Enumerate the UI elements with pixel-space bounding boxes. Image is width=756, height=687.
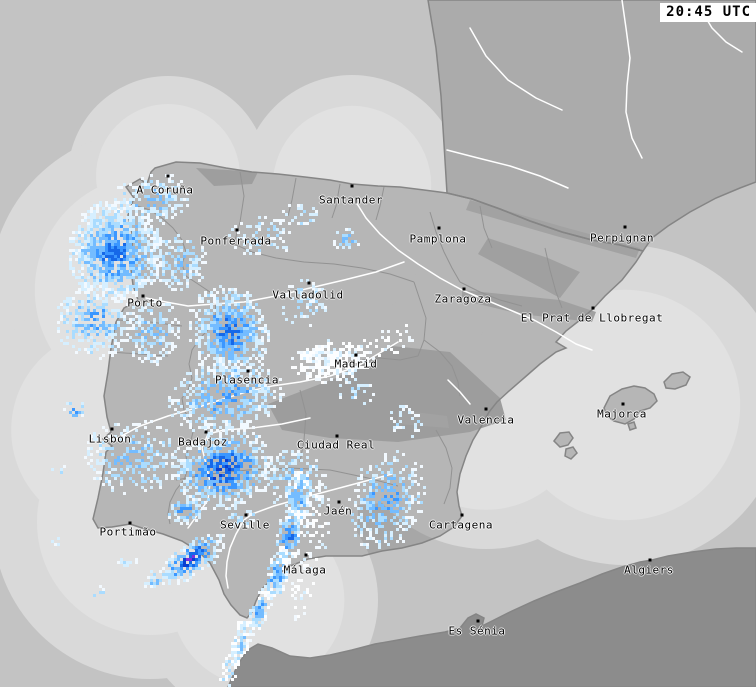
admin-border (544, 247, 563, 309)
city-dot (235, 228, 239, 232)
city-label: Portimão (99, 525, 157, 539)
city-label: A Coruña (136, 183, 194, 197)
city-label: Badajoz (178, 435, 228, 449)
admin-border (287, 177, 297, 217)
city-label: Valladolid (272, 288, 344, 302)
city-dot (621, 402, 625, 406)
city-label: Zaragoza (434, 292, 492, 306)
timestamp-badge: 20:45 UTC (660, 3, 756, 22)
city-label: Madrid (334, 357, 378, 371)
river (355, 201, 593, 351)
admin-border (479, 205, 493, 249)
city-label: Plasencia (214, 373, 280, 387)
admin-border (459, 281, 523, 307)
city-dot (460, 513, 464, 517)
coastline (564, 446, 578, 460)
city-dot (304, 553, 308, 557)
city-label: Málaga (283, 563, 327, 577)
city-label: Cartagena (428, 518, 494, 532)
city-label: Seville (220, 518, 270, 532)
admin-border (413, 281, 427, 357)
city-dot (110, 427, 114, 431)
city-dot (462, 287, 466, 291)
river (447, 379, 471, 405)
city-label: Jaén (323, 504, 353, 518)
city-label: Pamplona (409, 232, 467, 246)
radar-shadow-wedge (398, 410, 449, 428)
city-dot (484, 407, 488, 411)
city-dot (244, 513, 248, 517)
city-label: Valencia (457, 413, 515, 427)
city-dot (337, 500, 341, 504)
admin-border (299, 389, 307, 463)
precipitation-layer (51, 174, 426, 687)
admin-border (423, 339, 461, 397)
city-label: Perpignan (589, 231, 655, 245)
city-dot (246, 369, 250, 373)
river (187, 417, 311, 529)
coastline (427, 0, 756, 252)
city-label: Ciudad Real (296, 438, 376, 452)
city-dot (335, 434, 339, 438)
city-dot (476, 619, 480, 623)
city-dot (141, 294, 145, 298)
city-label: Es Sénia (448, 624, 506, 638)
landmass-africa (228, 548, 756, 687)
city-dot (354, 353, 358, 357)
coastline (627, 421, 637, 431)
city-dot (648, 558, 652, 562)
city-label: Lisbon (88, 432, 132, 446)
river (145, 261, 405, 307)
city-label: Santander (318, 193, 384, 207)
city-dot (623, 225, 627, 229)
radar-shadow-wedge (196, 168, 258, 186)
city-label: Majorca (597, 407, 647, 421)
city-dot (350, 184, 354, 188)
city-dot (437, 226, 441, 230)
city-label: Ponferrada (200, 234, 272, 248)
city-label: Algiers (624, 563, 674, 577)
city-dot (128, 521, 132, 525)
river (113, 341, 399, 441)
admin-border (429, 211, 461, 283)
admin-border (375, 186, 385, 221)
coastline (603, 385, 658, 425)
city-dot (591, 306, 595, 310)
coastline (553, 431, 574, 448)
city-dot (204, 430, 208, 434)
river (469, 27, 563, 111)
radar-shadow-wedge (478, 238, 580, 298)
city-label: Porto (127, 296, 163, 310)
city-dot (307, 281, 311, 285)
city-dot (166, 174, 170, 178)
admin-border (331, 183, 341, 219)
river (621, 0, 643, 159)
river (225, 473, 393, 589)
admin-border (435, 429, 453, 505)
city-label: El Prat de Llobregat (520, 311, 664, 325)
landmass-france (428, 0, 756, 251)
coastline (227, 547, 756, 687)
river (446, 149, 569, 189)
coastline (663, 371, 691, 390)
